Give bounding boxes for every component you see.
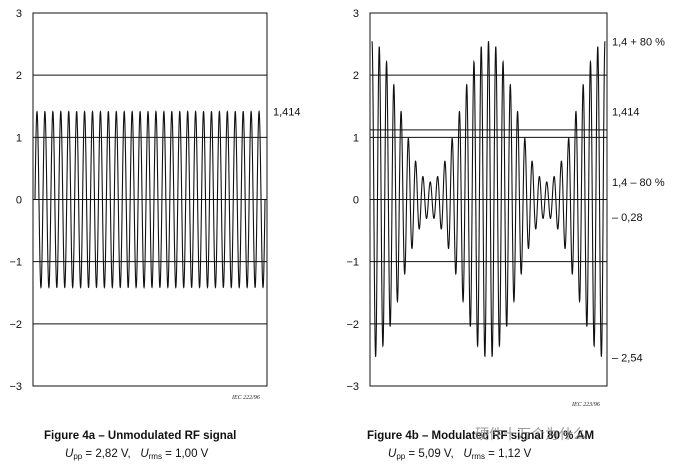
y-tick-label: −2 bbox=[346, 319, 359, 331]
y-tick-label: 1 bbox=[353, 132, 359, 144]
y-tick-label: 3 bbox=[16, 8, 22, 20]
iec-reference: IEC 223/96 bbox=[571, 402, 600, 408]
y-tick-label: −3 bbox=[9, 381, 22, 393]
y-tick-label: 2 bbox=[16, 70, 22, 82]
figure-4a-caption: Figure 4a – Unmodulated RF signal bbox=[44, 430, 237, 442]
y-tick-label: 3 bbox=[353, 8, 359, 20]
y-tick-label: −3 bbox=[346, 381, 359, 393]
signal-line bbox=[34, 110, 266, 289]
panel-4a: 3 2 1 0 −1 −2 −3 1,414 IEC 222/96 bbox=[9, 8, 300, 401]
y-tick-label: −2 bbox=[9, 319, 22, 331]
y-tick-label: 0 bbox=[353, 195, 359, 207]
level-label: – 0,28 bbox=[612, 212, 643, 224]
figure-4a-formula: Upp = 2,82 V, Urms = 1,00 V bbox=[65, 448, 209, 461]
level-label: 1,4 + 80 % bbox=[612, 37, 665, 49]
y-tick-label: 2 bbox=[353, 70, 359, 82]
figure-4b-caption: Figure 4b – Modulated RF signal 80 % AM bbox=[367, 430, 595, 442]
y-tick-label: −1 bbox=[9, 257, 22, 269]
figure-4b-formula: Upp = 5,09 V, Urms = 1,12 V bbox=[388, 448, 532, 461]
watermark-text: 硬件十万个为什么 bbox=[475, 426, 587, 442]
level-label: 1,414 bbox=[612, 107, 640, 119]
panel-4b: 3 2 1 0 −1 −2 −3 1,4 + 80 % 1,414 1,4 – 80 % – 0,2… bbox=[346, 8, 665, 408]
y-tick-label: −1 bbox=[346, 257, 359, 269]
iec-reference: IEC 222/96 bbox=[231, 395, 260, 401]
y-tick-label: 1 bbox=[16, 132, 22, 144]
y-tick-label: 0 bbox=[16, 195, 22, 207]
signal-line bbox=[371, 41, 606, 358]
level-label: 1,4 – 80 % bbox=[612, 177, 665, 189]
level-label: 1,414 bbox=[273, 107, 301, 119]
level-label: – 2,54 bbox=[612, 352, 643, 364]
